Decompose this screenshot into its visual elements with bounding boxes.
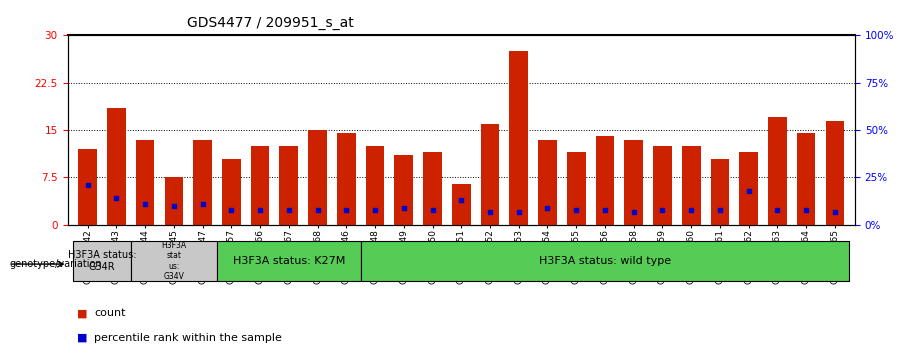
Bar xyxy=(394,155,413,225)
Bar xyxy=(222,159,240,225)
Text: H3F3A status: wild type: H3F3A status: wild type xyxy=(539,256,671,266)
Bar xyxy=(481,124,500,225)
Text: count: count xyxy=(94,308,126,318)
Bar xyxy=(165,177,184,225)
Text: H3F3A status: K27M: H3F3A status: K27M xyxy=(232,256,345,266)
Bar xyxy=(136,139,155,225)
Bar xyxy=(73,241,130,281)
Text: H3F3A status:
G34R: H3F3A status: G34R xyxy=(68,250,136,272)
Bar xyxy=(280,146,298,225)
Bar xyxy=(825,121,844,225)
Bar xyxy=(796,133,815,225)
Bar xyxy=(107,108,126,225)
Bar xyxy=(625,139,643,225)
Text: genotype/variation: genotype/variation xyxy=(9,259,102,269)
Text: H3F3A
stat
us:
G34V: H3F3A stat us: G34V xyxy=(161,241,186,281)
Bar xyxy=(739,152,758,225)
Bar xyxy=(509,51,528,225)
Bar xyxy=(217,241,361,281)
Bar xyxy=(682,146,700,225)
Bar xyxy=(423,152,442,225)
Bar xyxy=(711,159,729,225)
Text: ■: ■ xyxy=(76,308,87,318)
Text: GDS4477 / 209951_s_at: GDS4477 / 209951_s_at xyxy=(186,16,354,30)
Text: ■: ■ xyxy=(76,333,87,343)
Bar xyxy=(130,241,217,281)
Bar xyxy=(596,136,615,225)
Bar xyxy=(365,146,384,225)
Bar xyxy=(78,149,97,225)
Bar xyxy=(361,241,850,281)
Bar xyxy=(251,146,269,225)
Bar xyxy=(452,184,471,225)
Bar xyxy=(768,118,787,225)
Bar xyxy=(653,146,671,225)
Bar xyxy=(308,130,327,225)
Text: percentile rank within the sample: percentile rank within the sample xyxy=(94,333,283,343)
Bar xyxy=(538,139,557,225)
Bar xyxy=(567,152,586,225)
Bar xyxy=(194,139,212,225)
Bar xyxy=(337,133,356,225)
